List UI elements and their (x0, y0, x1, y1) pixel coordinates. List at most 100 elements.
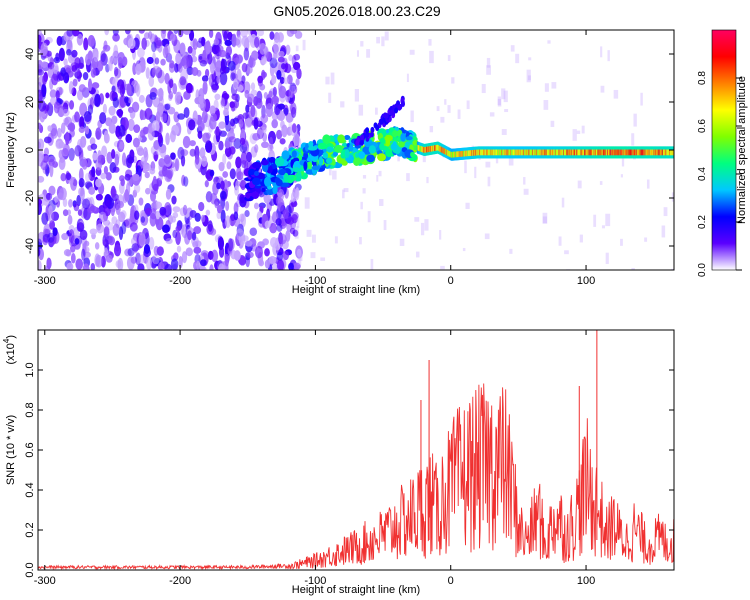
signal-line-core (644, 149, 646, 156)
noise-streak (360, 201, 363, 210)
noise-speckle (235, 180, 240, 190)
noise-speckle (193, 246, 202, 254)
noise-speckle (295, 78, 300, 86)
onset-blob (344, 149, 350, 159)
signal-line-core (473, 149, 476, 156)
signal-line-core (430, 145, 433, 152)
noise-speckle (41, 61, 48, 68)
noise-speckle (205, 209, 211, 216)
signal-line-core (645, 149, 648, 156)
noise-speckle (273, 39, 281, 54)
signal-line-core (479, 149, 481, 156)
signal-line-core (523, 149, 525, 156)
signal-line-core (595, 149, 598, 156)
noise-speckle (264, 193, 272, 204)
noise-speckle (61, 233, 69, 241)
spectrogram-y-tick-label: 40 (24, 48, 36, 60)
noise-speckle (173, 62, 179, 73)
noise-speckle (65, 172, 72, 181)
spectrogram-x-tick-label: 0 (448, 275, 454, 287)
noise-speckle (169, 33, 176, 42)
noise-speckle (191, 231, 197, 241)
signal-line-core (629, 149, 632, 156)
noise-streak (484, 233, 490, 240)
signal-line-core (518, 149, 520, 156)
noise-speckle (201, 110, 208, 124)
noise-speckle (116, 108, 124, 117)
noise-speckle (139, 129, 146, 139)
noise-speckle (78, 84, 86, 93)
noise-speckle (269, 57, 278, 69)
signal-line-core (533, 149, 536, 156)
noise-streak (424, 219, 429, 231)
signal-line-core (589, 149, 591, 156)
signal-line-core (528, 149, 531, 156)
signal-line-core (421, 146, 424, 153)
noise-speckle (85, 53, 92, 66)
colorbar-label: Normalized spectral amplitude (736, 76, 748, 224)
noise-speckle (152, 253, 160, 265)
signal-line-core (521, 149, 524, 156)
noise-speckle (224, 215, 231, 228)
signal-line-core (587, 149, 589, 156)
signal-line-core (554, 149, 557, 156)
noise-speckle (42, 74, 47, 86)
noise-streak (579, 234, 583, 243)
noise-speckle (72, 30, 80, 37)
signal-line-core (604, 149, 606, 156)
noise-speckle (244, 240, 253, 247)
signal-line-core (567, 149, 570, 156)
signal-line-core (544, 149, 546, 156)
signal-line-core (602, 149, 604, 156)
noise-speckle (78, 126, 85, 134)
noise-speckle (293, 133, 300, 147)
noise-speckle (236, 68, 242, 83)
noise-streak (414, 217, 420, 222)
noise-speckle (245, 104, 250, 113)
noise-streak (383, 220, 387, 231)
noise-speckle (39, 108, 46, 123)
noise-speckle (53, 101, 60, 114)
noise-streak (384, 31, 389, 41)
noise-streak (464, 160, 467, 174)
signal-line-core (446, 149, 449, 156)
noise-speckle (140, 216, 146, 223)
signal-line-core (474, 149, 477, 156)
signal-line-core (444, 148, 446, 155)
noise-speckle (151, 67, 157, 77)
signal-line-core (527, 149, 529, 156)
noise-streak (311, 234, 316, 243)
signal-line-core (472, 150, 474, 156)
noise-streak (288, 85, 293, 98)
noise-speckle (198, 201, 205, 212)
noise-speckle (171, 195, 177, 205)
signal-line-core (475, 149, 477, 156)
onset-blob (281, 150, 290, 160)
signal-line-core (625, 149, 628, 156)
noise-speckle (229, 101, 236, 109)
noise-speckle (296, 248, 302, 258)
arm-blob (375, 124, 380, 131)
noise-speckle (120, 178, 125, 187)
signal-line-core (571, 149, 574, 156)
noise-speckle (83, 37, 89, 51)
signal-line-core (651, 149, 654, 156)
noise-speckle (153, 245, 159, 256)
signal-line-core (463, 150, 465, 157)
signal-line-core (648, 149, 650, 156)
signal-line-core (597, 149, 599, 156)
signal-line-core (437, 144, 439, 151)
noise-speckle (117, 52, 125, 64)
snr-chart: -300 -200 -100 0 100 0.0 0.2 0.4 0.6 0.8 1.0 Heigh… (2, 329, 675, 596)
noise-streak (406, 173, 410, 182)
signal-line-core (494, 149, 497, 156)
onset-blob (272, 185, 278, 195)
noise-speckle (187, 45, 193, 54)
noise-speckle (91, 166, 96, 178)
signal-line-core (583, 149, 585, 156)
noise-speckle (81, 248, 86, 261)
noise-speckle (108, 57, 113, 72)
signal-line-core (442, 147, 444, 154)
noise-speckle (167, 80, 172, 94)
noise-speckle (84, 125, 90, 135)
